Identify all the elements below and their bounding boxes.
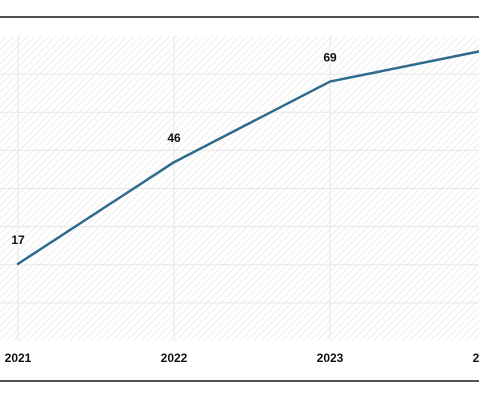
x-axis-ticks: 2021 2022 2023 2024 xyxy=(5,351,479,365)
x-tick-label: 2021 xyxy=(5,351,32,365)
x-tick-label: 2022 xyxy=(161,351,188,365)
gridlines xyxy=(0,36,479,341)
series-layer xyxy=(16,50,479,266)
data-labels: 17466978 xyxy=(11,51,337,247)
data-label: 69 xyxy=(323,51,337,65)
x-tick-label: 2023 xyxy=(317,351,344,365)
x-tick-label: 2024 xyxy=(473,351,479,365)
data-label: 17 xyxy=(11,233,25,247)
data-label: 46 xyxy=(167,131,181,145)
series-line xyxy=(16,50,479,266)
